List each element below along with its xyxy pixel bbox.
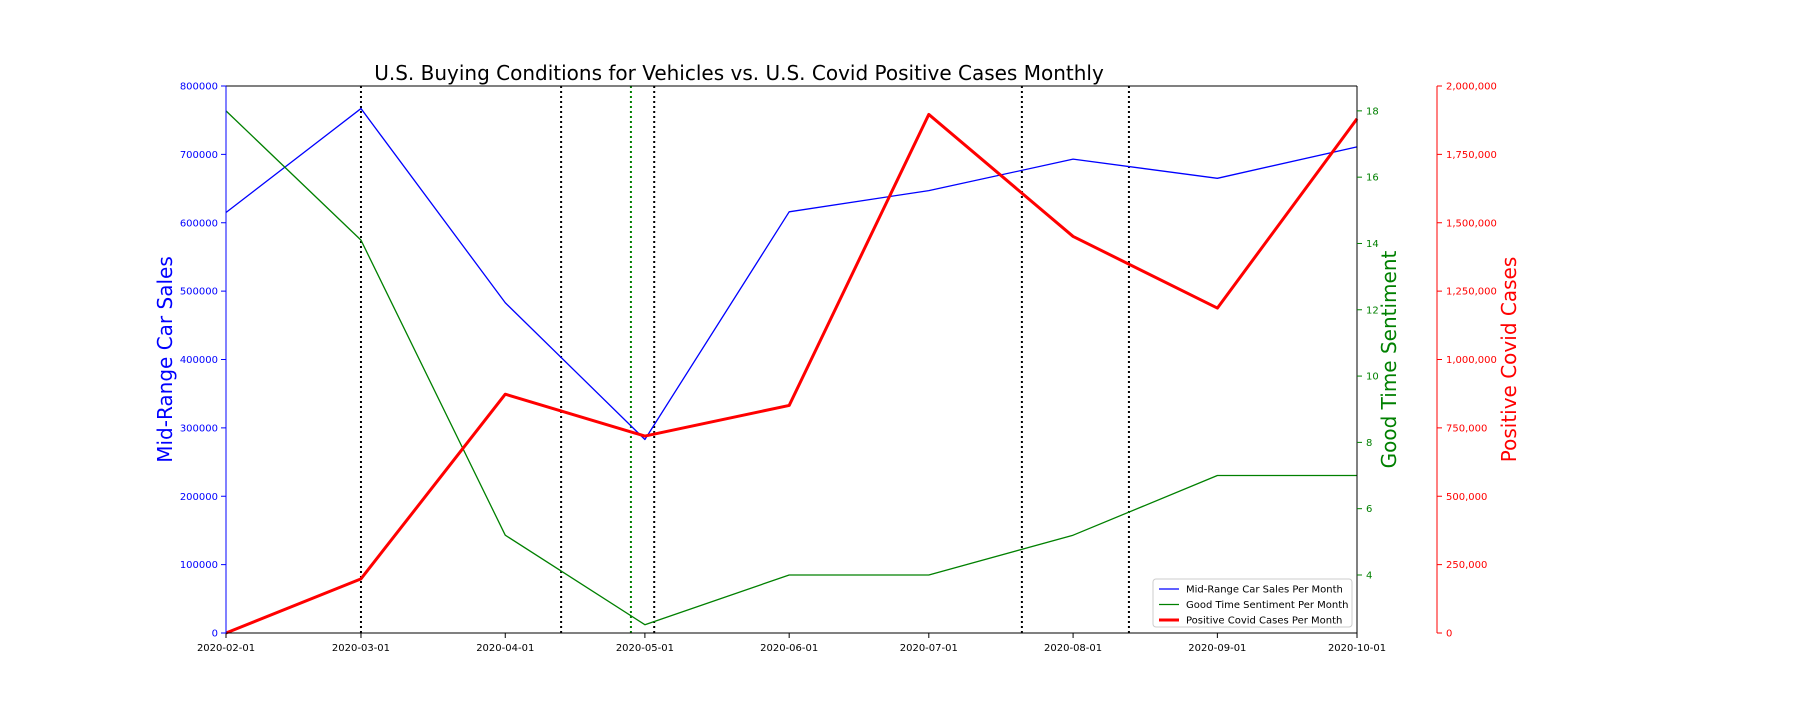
left-tick-label: 200000	[180, 492, 218, 503]
right-tick-label: 18	[1366, 106, 1379, 117]
x-tick-label: 2020-08-01	[1044, 643, 1102, 654]
right-tick-label: 16	[1366, 173, 1379, 184]
left-tick-label: 100000	[180, 560, 218, 571]
far-right-tick-label: 750,000	[1446, 423, 1487, 434]
axes: 2020-02-01 2020-03-01 2020-04-01 2020-05-01…	[153, 82, 1521, 655]
left-tick-label: 0	[212, 629, 218, 640]
right-axis-label: Good Time Sentiment	[1377, 250, 1401, 468]
x-tick-label: 2020-04-01	[476, 643, 534, 654]
x-tick-label: 2020-02-01	[197, 643, 255, 654]
far-right-tick-label: 500,000	[1446, 492, 1487, 503]
right-tick-label: 10	[1366, 372, 1379, 383]
legend-label: Positive Covid Cases Per Month	[1186, 616, 1342, 627]
right-tick-label: 12	[1366, 305, 1379, 316]
series-line-0	[225, 107, 1358, 441]
far-right-tick-label: 250,000	[1446, 560, 1487, 571]
x-tick-label: 2020-09-01	[1188, 643, 1246, 654]
right-tick-label: 14	[1366, 239, 1379, 250]
series-line-2	[225, 112, 1359, 635]
far-right-tick-label: 1,750,000	[1446, 150, 1497, 161]
left-tick-label: 700000	[180, 150, 218, 161]
left-tick-label: 800000	[180, 82, 218, 93]
event-lines	[359, 86, 1130, 633]
far-right-tick-label: 1,250,000	[1446, 287, 1497, 298]
x-tick-label: 2020-05-01	[616, 643, 674, 654]
right-tick-label: 8	[1366, 438, 1372, 449]
x-tick-label: 2020-10-01	[1328, 643, 1386, 654]
chart-title: U.S. Buying Conditions for Vehicles vs. …	[374, 61, 1104, 85]
legend: Mid-Range Car Sales Per Month Good Time S…	[1152, 578, 1353, 628]
far-right-tick-label: 0	[1446, 629, 1452, 640]
far-right-tick-label: 2,000,000	[1446, 82, 1497, 93]
legend-label: Mid-Range Car Sales Per Month	[1186, 585, 1343, 596]
far-right-axis-label: Positive Covid Cases	[1497, 257, 1521, 462]
left-tick-label: 400000	[180, 355, 218, 366]
left-tick-label: 500000	[180, 287, 218, 298]
x-tick-label: 2020-07-01	[900, 643, 958, 654]
legend-label: Good Time Sentiment Per Month	[1186, 600, 1349, 611]
far-right-tick-label: 1,500,000	[1446, 218, 1497, 229]
left-axis-label: Mid-Range Car Sales	[153, 256, 177, 463]
series-line-1	[225, 110, 1357, 626]
far-right-tick-label: 1,000,000	[1446, 355, 1497, 366]
right-tick-label: 6	[1366, 504, 1372, 515]
left-tick-label: 300000	[180, 423, 218, 434]
series-lines	[225, 107, 1359, 635]
right-tick-label: 4	[1366, 570, 1372, 581]
x-tick-label: 2020-03-01	[332, 643, 390, 654]
left-tick-label: 600000	[180, 218, 218, 229]
x-tick-label: 2020-06-01	[760, 643, 818, 654]
legend-box	[1152, 578, 1353, 628]
